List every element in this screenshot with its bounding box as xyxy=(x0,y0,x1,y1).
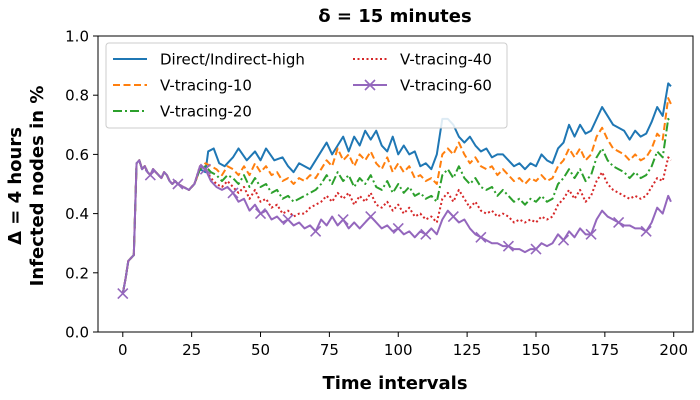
series-marker xyxy=(310,225,322,237)
series-marker xyxy=(282,213,294,226)
legend-label: V-tracing-60 xyxy=(400,77,492,95)
series-marker xyxy=(117,287,129,300)
legend-item-1: Direct/Indirect-high xyxy=(113,51,305,69)
x-axis-title: Time intervals xyxy=(322,373,467,394)
axes: 0 25 50 75 100 125 150 175 200 0.0 0.2 0.4 0.6 0.8 1.0 xyxy=(65,28,694,359)
series-marker xyxy=(502,240,515,252)
y-tick-label: 1.0 xyxy=(65,28,89,46)
legend-item-4: V-tracing-40 xyxy=(353,51,492,69)
series-4 xyxy=(121,156,672,294)
y-axis-title-line-2: Infected nodes in % xyxy=(27,86,48,287)
legend-label: Direct/Indirect-high xyxy=(160,51,305,69)
series-5 xyxy=(117,159,672,300)
x-tick-label: 125 xyxy=(453,341,482,359)
series-marker xyxy=(392,222,404,234)
series-marker xyxy=(640,225,652,237)
x-tick-label: 175 xyxy=(591,341,620,359)
series-marker xyxy=(585,228,597,240)
series-line-4 xyxy=(121,156,672,294)
y-tick-label: 0.8 xyxy=(65,87,89,105)
y-tick-label: 0.4 xyxy=(65,205,89,223)
plot-area xyxy=(117,82,672,300)
x-tick-label: 25 xyxy=(182,341,201,359)
legend-item-2: V-tracing-10 xyxy=(113,77,252,95)
x-tick-label: 200 xyxy=(659,341,688,359)
series-marker xyxy=(337,213,349,226)
series-marker xyxy=(254,208,267,220)
legend: Direct/Indirect-high V-tracing-10 V-tracin… xyxy=(105,42,508,129)
y-tick-label: 0.6 xyxy=(65,146,89,164)
series-marker xyxy=(475,231,487,243)
series-marker xyxy=(172,178,184,190)
series-marker xyxy=(365,210,377,223)
series-line-3 xyxy=(121,117,672,294)
x-tick-label: 150 xyxy=(522,341,551,359)
legend-label: V-tracing-20 xyxy=(160,103,252,121)
y-tick-label: 0.2 xyxy=(65,264,89,282)
legend-label: V-tracing-10 xyxy=(160,77,252,95)
series-marker xyxy=(227,187,239,199)
x-tick-label: 50 xyxy=(251,341,270,359)
x-tick-label: 75 xyxy=(320,341,339,359)
series-marker xyxy=(199,163,211,175)
series-marker xyxy=(530,243,542,255)
x-tick-label: 0 xyxy=(118,341,128,359)
series-marker xyxy=(557,234,570,246)
legend-frame xyxy=(105,42,508,129)
plot-frame xyxy=(97,35,694,333)
series-marker xyxy=(613,216,625,229)
series-marker xyxy=(144,169,156,181)
legend-marker xyxy=(364,79,376,91)
y-tick-label: 0.0 xyxy=(65,324,89,342)
legend-item-3: V-tracing-20 xyxy=(113,103,252,121)
legend-label: V-tracing-40 xyxy=(400,51,492,69)
y-axis-title-line-1: Δ = 4 hours xyxy=(5,127,26,245)
x-tick-label: 100 xyxy=(384,341,413,359)
series-3 xyxy=(121,117,672,294)
series-marker xyxy=(420,228,432,240)
chart-title: δ = 15 minutes xyxy=(318,6,471,27)
legend-item-5: V-tracing-60 xyxy=(353,77,492,95)
series-marker xyxy=(447,210,459,223)
